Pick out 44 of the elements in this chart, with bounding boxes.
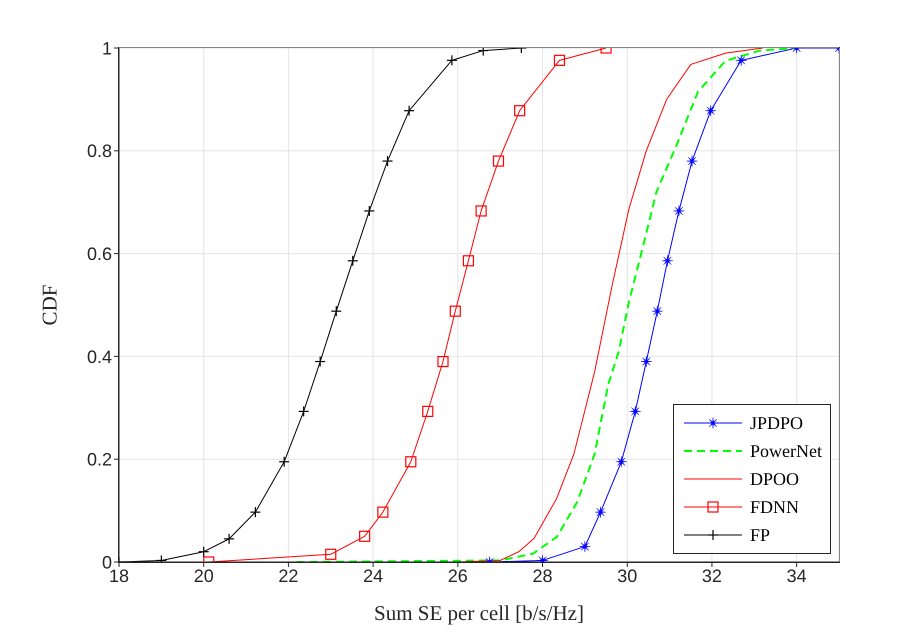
point (704, 105, 716, 116)
point (673, 205, 685, 217)
point (325, 548, 336, 560)
point (437, 356, 449, 368)
y-tick-label: 0.8 (86, 141, 112, 162)
point (735, 54, 747, 66)
point (594, 506, 606, 518)
x-tick-label: 24 (363, 566, 384, 586)
point (462, 255, 474, 266)
point (662, 255, 674, 266)
x-tick-label: 26 (448, 566, 468, 586)
legend-label: FDNN (750, 496, 800, 518)
y-axis-title: CDF (37, 284, 62, 326)
x-tick-label: 22 (278, 566, 298, 586)
point (492, 155, 504, 167)
x-axis-title: Sum SE per cell [b/s/Hz] (374, 601, 584, 625)
y-tick-label: 0.6 (86, 244, 112, 264)
x-tick-label: 32 (702, 566, 722, 586)
x-tick-label: 28 (532, 566, 553, 586)
point (616, 456, 628, 468)
point (554, 54, 566, 66)
legend-label: PowerNet (750, 440, 822, 462)
legend-label: FP (750, 524, 770, 546)
x-tick-label: 20 (194, 566, 214, 586)
point (514, 105, 526, 116)
point (640, 356, 652, 368)
point (579, 540, 591, 552)
point (652, 305, 664, 317)
point (405, 456, 416, 468)
y-tick-label: 1 (102, 38, 112, 58)
x-tick-label: 34 (786, 566, 807, 586)
point (476, 205, 487, 217)
point (686, 155, 698, 167)
legend-label: JPDPO (750, 412, 804, 434)
legend-label: DPOO (750, 468, 800, 490)
point (422, 406, 434, 417)
x-tick-label: 30 (617, 566, 638, 586)
y-tick-label: 0.4 (86, 346, 112, 367)
point (630, 406, 641, 418)
point (359, 530, 370, 542)
point (450, 306, 461, 317)
point (377, 506, 388, 518)
y-tick-label: 0.2 (86, 450, 112, 470)
y-tick-label: 0 (102, 552, 112, 572)
